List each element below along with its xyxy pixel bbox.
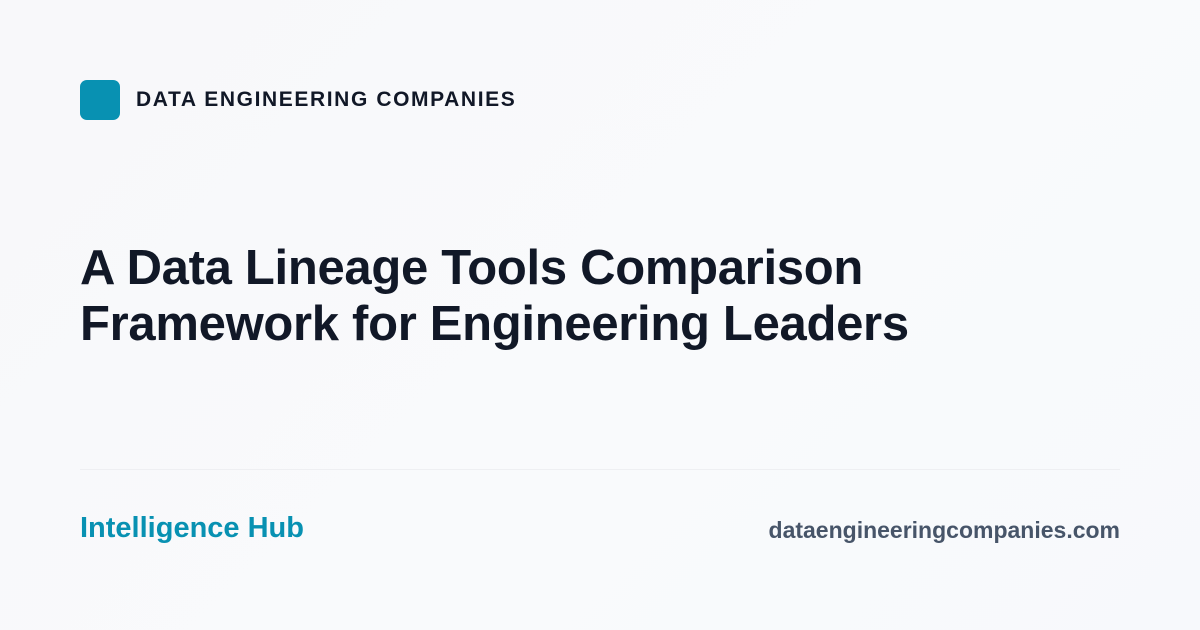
title-line-2: Framework for Engineering Leaders [80, 297, 909, 351]
brand-header: DATA ENGINEERING COMPANIES [80, 80, 516, 120]
brand-logo-icon [80, 80, 120, 120]
section-label: Intelligence Hub [80, 512, 304, 544]
brand-name: DATA ENGINEERING COMPANIES [136, 88, 517, 111]
site-domain: dataengineeringcompanies.com [768, 517, 1120, 543]
page-title: A Data Lineage Tools Comparison Framewor… [80, 240, 909, 352]
divider [80, 469, 1120, 470]
title-line-1: A Data Lineage Tools Comparison [80, 241, 863, 295]
